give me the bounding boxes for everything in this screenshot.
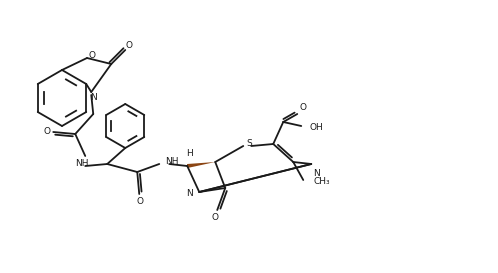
Text: OH: OH <box>309 123 323 132</box>
Text: O: O <box>137 197 144 206</box>
Text: H: H <box>186 150 193 159</box>
Text: O: O <box>300 103 307 112</box>
Text: NH: NH <box>76 159 89 168</box>
Text: O: O <box>126 40 133 49</box>
Text: O: O <box>212 212 219 221</box>
Polygon shape <box>187 162 215 168</box>
Text: O: O <box>89 51 96 60</box>
Text: N: N <box>186 189 193 198</box>
Text: N: N <box>90 93 97 102</box>
Text: NH: NH <box>165 158 179 167</box>
Text: CH₃: CH₃ <box>313 177 330 186</box>
Text: S: S <box>247 138 252 147</box>
Text: N: N <box>313 170 320 179</box>
Text: O: O <box>44 127 51 136</box>
